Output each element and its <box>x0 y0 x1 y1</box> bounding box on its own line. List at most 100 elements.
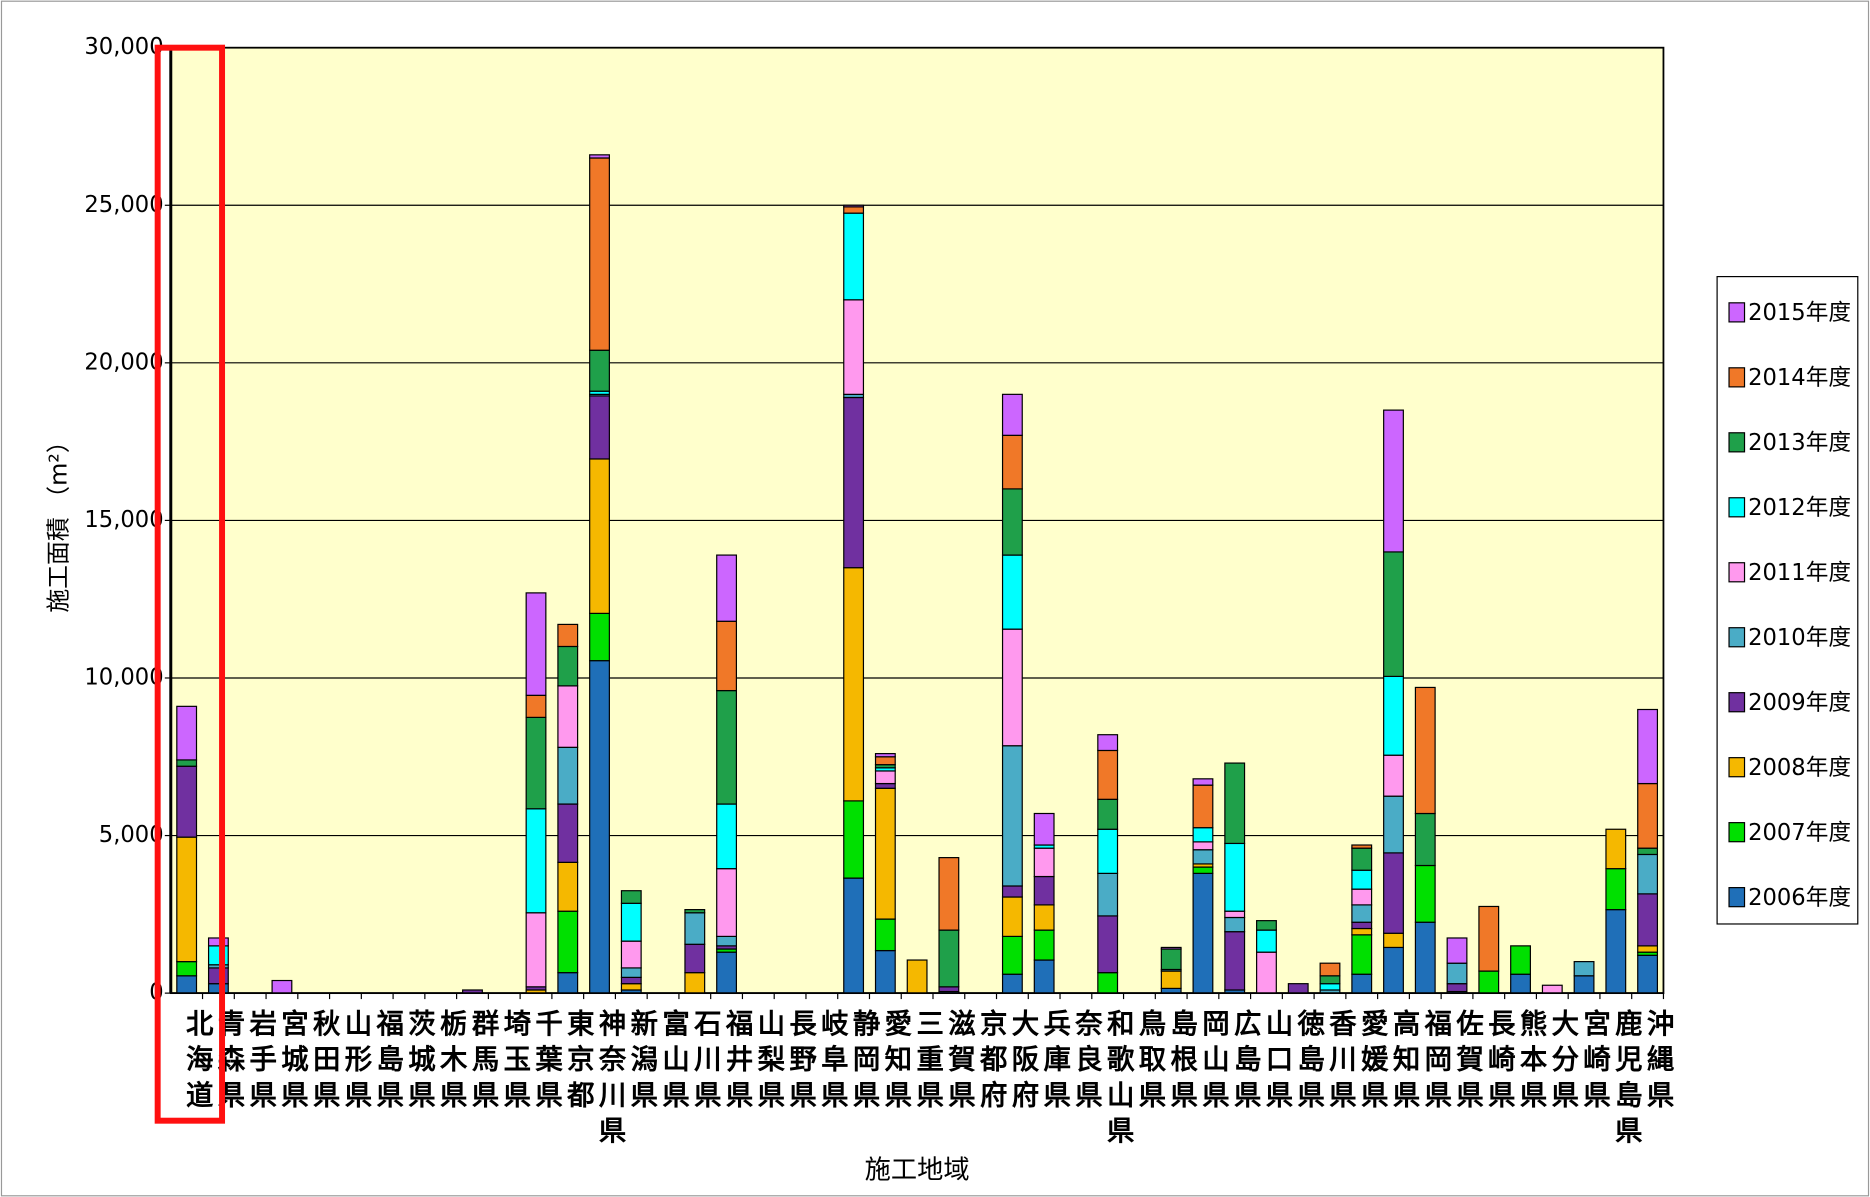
bar-segment <box>207 945 229 966</box>
bar-segment <box>557 803 579 863</box>
bar-segment <box>1097 798 1119 830</box>
bar-segment <box>1510 945 1531 975</box>
x-tick-label: 大分県 <box>1546 1009 1579 1116</box>
x-tick-label: 滋賀県 <box>943 1009 977 1116</box>
bar-segment <box>525 694 547 718</box>
bar-segment <box>1351 888 1373 906</box>
bar-segment <box>874 753 896 758</box>
y-tick-label: 25,000 <box>84 192 163 218</box>
bar-segment <box>1319 962 1341 977</box>
x-tick-label: 秋田県 <box>308 1009 341 1116</box>
bar-segment <box>938 929 960 988</box>
legend-swatch <box>1728 627 1746 648</box>
bar-segment <box>525 808 547 914</box>
bar-segment <box>1383 675 1404 756</box>
bar-segment <box>557 861 579 912</box>
legend-swatch <box>1728 432 1746 453</box>
bar-segment <box>589 349 610 392</box>
legend-label: 2011年度 <box>1748 560 1851 586</box>
bar-segment <box>874 756 896 766</box>
bar-segment <box>1383 409 1404 553</box>
bar-segment <box>1192 778 1214 786</box>
legend-swatch <box>1728 302 1746 323</box>
x-tick-label: 佐賀県 <box>1451 1009 1485 1116</box>
bar-segment <box>1446 962 1468 985</box>
x-tick-label: 東京都 <box>562 1009 596 1116</box>
bar-segment <box>557 685 579 748</box>
bar-segment <box>1414 921 1436 994</box>
bar-segment <box>176 705 198 761</box>
bar-segment <box>1097 972 1119 994</box>
bar-segment <box>1383 852 1404 934</box>
x-tick-label: 三重県 <box>911 1009 944 1116</box>
bar-segment <box>1001 745 1023 887</box>
bar-segment <box>1001 896 1023 937</box>
bar-segment <box>843 204 865 208</box>
bar-segment <box>620 967 642 978</box>
bar-segment <box>843 212 865 301</box>
x-tick-label: 神奈川県 <box>594 1009 628 1152</box>
bar-segment <box>1224 842 1246 912</box>
x-tick-label: 福島県 <box>371 1009 405 1116</box>
bar-segment <box>1637 945 1659 953</box>
bar-segment <box>1192 849 1214 865</box>
x-tick-label: 高知県 <box>1388 1008 1421 1116</box>
x-tick-label: 兵庫県 <box>1038 1009 1071 1116</box>
bar-segment <box>1001 885 1023 898</box>
bar-segment <box>1573 975 1595 994</box>
x-tick-label: 京都府 <box>975 1008 1009 1116</box>
legend-swatch <box>1728 887 1746 908</box>
bar-segment <box>525 716 547 810</box>
bar-segment <box>843 877 865 994</box>
bar-segment <box>1637 893 1659 947</box>
x-tick-label: 広島県 <box>1229 1008 1262 1116</box>
bar-segment <box>1637 782 1659 849</box>
x-tick-label: 群馬県 <box>467 1009 500 1116</box>
legend-swatch <box>1728 497 1746 518</box>
legend-label: 2010年度 <box>1748 625 1851 651</box>
bar-segment <box>176 975 198 994</box>
x-tick-label: 山形県 <box>339 1009 372 1116</box>
bar-segment <box>1319 975 1341 985</box>
bar-segment <box>874 949 896 994</box>
legend-label: 2012年度 <box>1748 495 1851 521</box>
x-tick-label: 新潟県 <box>625 1008 658 1116</box>
x-tick-label: 福岡県 <box>1419 1009 1453 1116</box>
bar-segment <box>874 918 896 952</box>
bar-segment <box>176 961 198 977</box>
x-tick-label: 沖縄県 <box>1642 1009 1675 1116</box>
bar-segment <box>1001 393 1023 436</box>
x-tick-label: 石川県 <box>689 1009 723 1116</box>
bar-segment <box>1605 909 1627 994</box>
bar-segment <box>620 940 642 969</box>
x-tick-label: 鳥取県 <box>1133 1009 1166 1116</box>
bar-segment <box>1160 948 1182 971</box>
bar-segment <box>843 206 865 214</box>
x-tick-label: 岐阜県 <box>816 1009 849 1116</box>
bar-segment <box>716 554 738 622</box>
y-tick-label: 30,000 <box>84 34 163 60</box>
bar-segment <box>589 458 610 614</box>
legend-swatch <box>1728 562 1746 583</box>
bar-segment <box>1192 866 1214 874</box>
bar-segment <box>1383 932 1404 949</box>
x-tick-label: 富山県 <box>657 1008 690 1116</box>
bar-segment <box>1033 959 1055 994</box>
bar-segment <box>1256 920 1277 931</box>
x-tick-label: 岡山県 <box>1197 1009 1230 1116</box>
bar-segment <box>1541 984 1563 994</box>
bar-segment <box>716 951 738 994</box>
x-tick-label: 茨城県 <box>403 1009 436 1116</box>
x-tick-label: 奈良県 <box>1070 1009 1104 1116</box>
bar-segment <box>620 902 642 942</box>
highlight-box <box>154 44 226 1124</box>
bar-segment <box>1001 488 1023 556</box>
y-tick-label: 10,000 <box>84 664 163 690</box>
bar-segment <box>1446 983 1468 993</box>
bar-segment <box>938 986 960 993</box>
bar-segment <box>716 803 738 870</box>
bar-segment <box>557 746 579 805</box>
bar-segment <box>176 836 198 963</box>
bar-segment <box>1192 841 1214 851</box>
bar-segment <box>271 979 293 994</box>
